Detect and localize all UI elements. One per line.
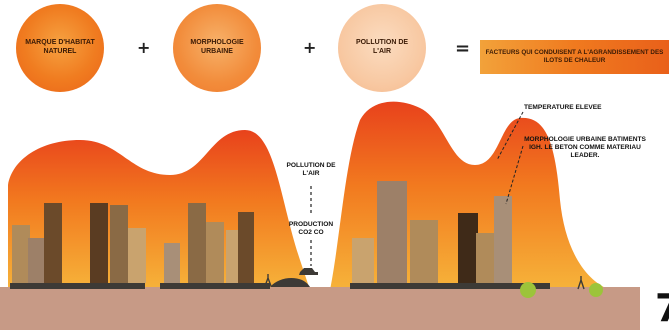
- equals-sign: =: [455, 38, 471, 59]
- pollution-mound: [270, 278, 310, 287]
- result-box: FACTEURS QUI CONDUISENT A L'AGRANDISSEME…: [480, 40, 669, 74]
- car-icon: [299, 268, 318, 275]
- morphology-leader: [505, 145, 524, 205]
- building: [238, 212, 254, 283]
- building: [28, 238, 44, 283]
- ground-platform-left: [10, 283, 145, 289]
- circle-air-pollution-label: POLLUTION DE L'AIR: [355, 39, 409, 55]
- production-annotation: PRODUCTION CO2 CO: [288, 221, 334, 237]
- circle-natural-habitat: MARQUE D'HABITAT NATUREL: [16, 4, 104, 92]
- building: [352, 238, 374, 283]
- morphology-annotation: MORPHOLOGIE URBAINE BATIMENTS IGH. LE BE…: [524, 136, 646, 160]
- ground: [0, 287, 640, 330]
- plus-sign-2: +: [303, 38, 317, 57]
- building: [128, 228, 146, 283]
- building: [44, 203, 62, 283]
- circle-natural-habitat-label: MARQUE D'HABITAT NATUREL: [25, 39, 95, 55]
- building: [110, 205, 128, 283]
- ground-platform-right: [350, 283, 550, 289]
- circle-urban-morphology-label: MORPHOLOGIE URBAINE: [190, 39, 244, 55]
- building: [494, 196, 512, 283]
- building: [226, 230, 240, 283]
- building: [206, 222, 224, 283]
- page-number: 7: [655, 286, 669, 330]
- person-icon: [577, 276, 585, 290]
- building: [12, 225, 30, 283]
- temperature-leader: [496, 111, 524, 161]
- building: [188, 203, 206, 283]
- tree-icon: [520, 282, 536, 298]
- tree-icon: [589, 283, 603, 297]
- temperature-annotation: TEMPERATURE ELEVEE: [524, 104, 602, 111]
- ground-platform-mid: [160, 283, 270, 289]
- building: [164, 243, 180, 283]
- circle-urban-morphology: MORPHOLOGIE URBAINE: [173, 4, 261, 92]
- plus-sign-1: +: [137, 38, 151, 57]
- building: [410, 220, 438, 283]
- result-label: FACTEURS QUI CONDUISENT A L'AGRANDISSEME…: [485, 48, 664, 65]
- building: [458, 213, 478, 283]
- circle-air-pollution: POLLUTION DE L'AIR: [338, 4, 426, 92]
- building: [90, 203, 108, 283]
- building: [377, 181, 407, 283]
- building: [476, 233, 494, 283]
- pollution-annotation: POLLUTION DE L'AIR: [286, 162, 336, 178]
- person-icon: [264, 274, 272, 287]
